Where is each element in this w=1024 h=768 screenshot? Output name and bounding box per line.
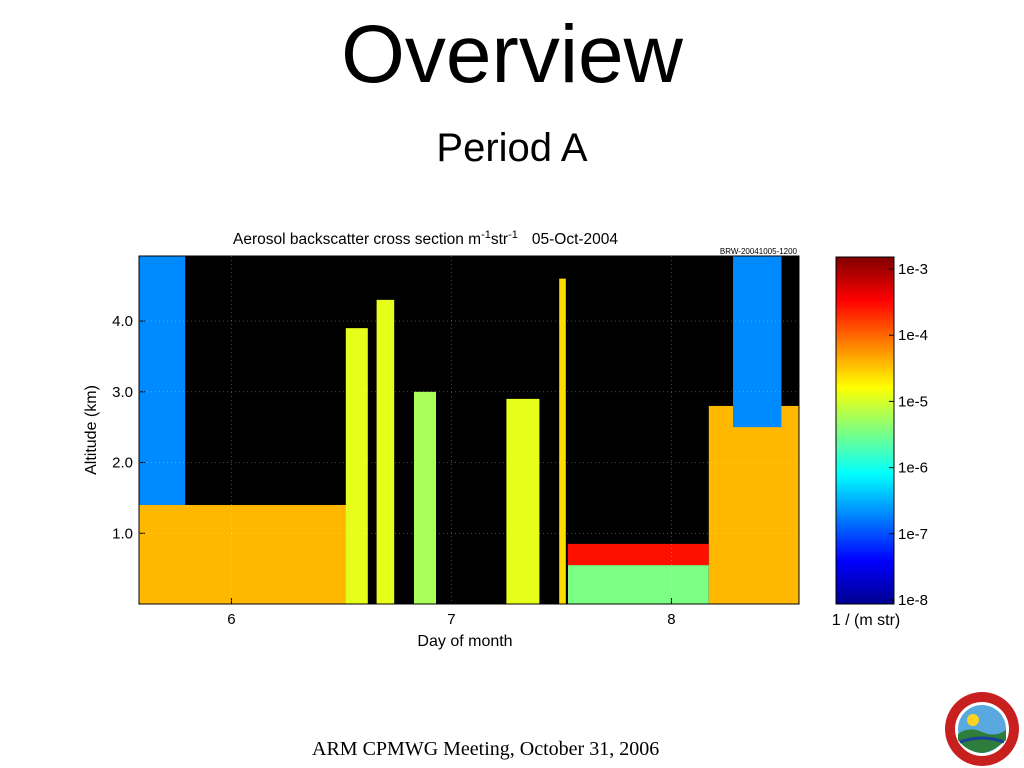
heatmap-cell [139, 504, 364, 604]
y-tick-label: 1.0 [112, 525, 133, 542]
y-axis-ticks: 1.0 2.0 3.0 4.0 [112, 313, 799, 542]
heatmap-cell [506, 398, 540, 604]
colorbar-tick-label: 1e-6 [898, 460, 928, 477]
chart-title: Aerosol backscatter cross section m-1str… [233, 229, 618, 248]
colorbar-tick-label: 1e-7 [898, 526, 928, 543]
y-tick-label: 4.0 [112, 313, 133, 330]
colorbar-tick-label: 1e-5 [898, 393, 928, 410]
x-tick-label: 7 [447, 611, 455, 628]
chart-title-unit: str [491, 231, 508, 248]
heatmap-cell [559, 278, 566, 604]
colorbar-tick-label: 1e-4 [898, 327, 928, 344]
chart-title-sup1: -1 [481, 229, 491, 241]
heatmap-cell [139, 256, 186, 505]
heatmap-cell [414, 391, 436, 604]
slide-subtitle: Period A [436, 126, 588, 170]
x-tick-label: 6 [227, 611, 235, 628]
slide-title: Overview [341, 9, 683, 100]
heatmap-cell [376, 299, 395, 604]
y-axis-label: Altitude (km) [83, 385, 100, 475]
x-axis-label: Day of month [417, 633, 512, 650]
chart-title-main: Aerosol backscatter cross section m [233, 231, 481, 248]
heatmap-cell [568, 543, 709, 566]
chart-title-date: 05-Oct-2004 [532, 231, 619, 248]
heatmap-cell [733, 256, 782, 428]
x-axis-ticks: 6 7 8 [227, 256, 676, 628]
y-tick-label: 2.0 [112, 455, 133, 472]
colorbar [835, 256, 895, 605]
heatmap-cell [708, 405, 799, 604]
y-tick-label: 3.0 [112, 384, 133, 401]
heatmap-layers [139, 256, 799, 604]
file-label: BRW-20041005-1200 [720, 247, 798, 256]
colorbar-tick-label: 1e-3 [898, 261, 928, 278]
colorbar-ticks: 1e-3 1e-4 1e-5 1e-6 1e-7 1e-8 [889, 261, 928, 609]
heatmap-cell [345, 328, 368, 604]
colorbar-label: 1 / (m str) [832, 612, 900, 629]
footer-text: ARM CPMWG Meeting, October 31, 2006 [312, 738, 660, 760]
heatmap-cell [568, 565, 709, 604]
colorbar-tick-label: 1e-8 [898, 592, 928, 609]
chart-title-sup2: -1 [508, 229, 518, 241]
university-seal-icon [945, 692, 1019, 766]
plot-frame [138, 255, 800, 605]
x-tick-label: 8 [667, 611, 675, 628]
